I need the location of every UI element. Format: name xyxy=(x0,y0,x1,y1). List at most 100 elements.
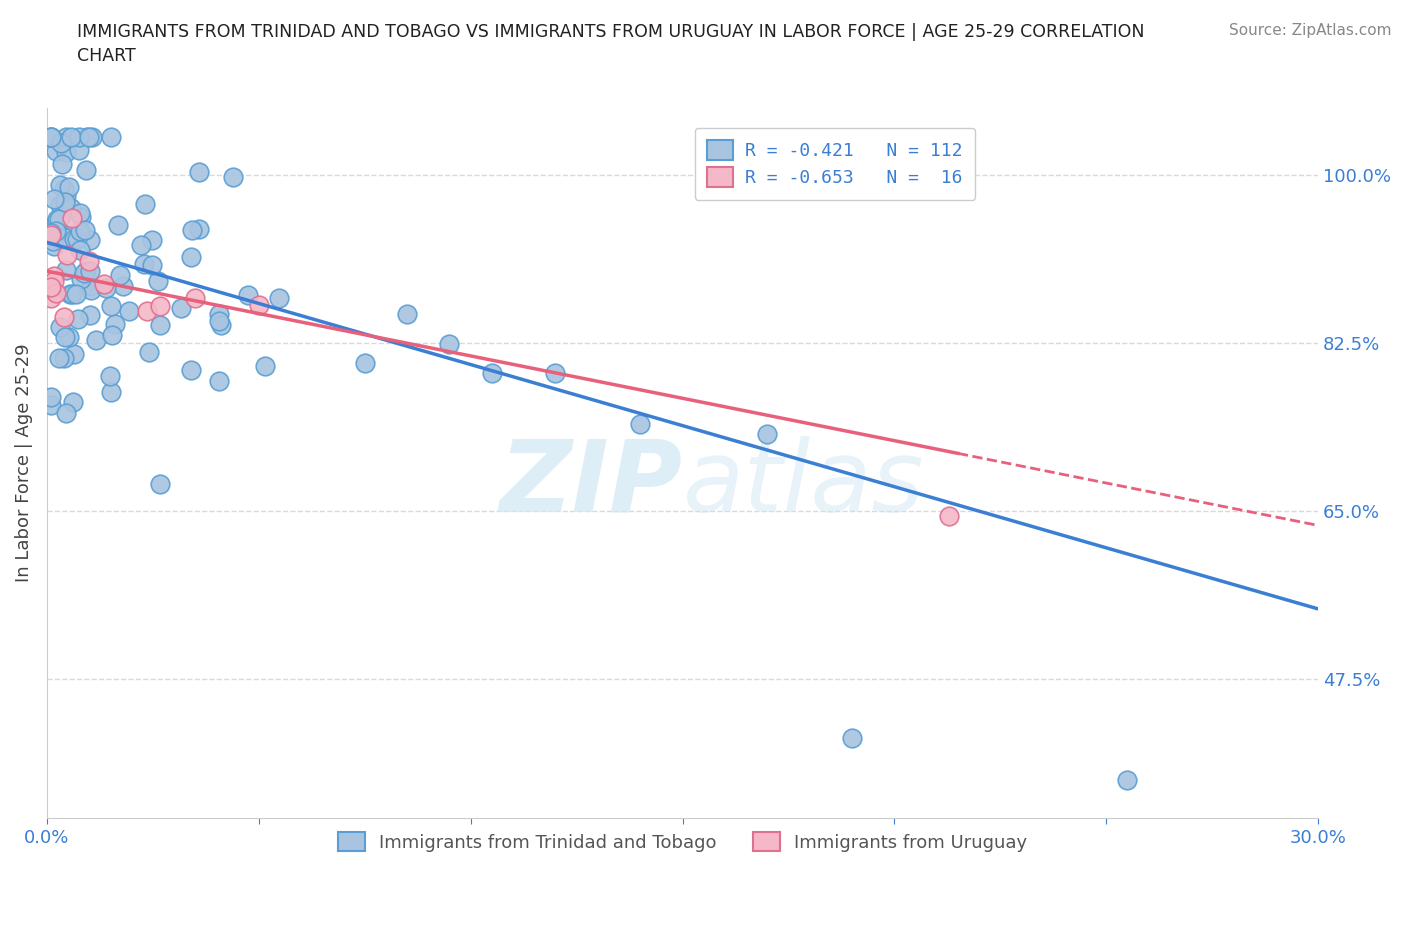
Point xyxy=(39,397,62,412)
Point xyxy=(1116,772,1139,787)
Point xyxy=(42,273,65,288)
Point xyxy=(39,129,62,144)
Point xyxy=(118,303,141,318)
Point xyxy=(238,287,260,302)
Point xyxy=(60,210,83,225)
Point xyxy=(134,197,156,212)
Point xyxy=(60,286,83,301)
Point xyxy=(45,224,67,239)
Point xyxy=(67,143,90,158)
Point xyxy=(77,254,100,269)
Point xyxy=(93,276,115,291)
Point xyxy=(841,731,863,746)
Point xyxy=(52,351,75,365)
Point xyxy=(209,317,232,332)
Point xyxy=(69,206,91,220)
Point xyxy=(49,198,72,213)
Point xyxy=(267,290,290,305)
Point xyxy=(62,228,84,243)
Point xyxy=(46,225,69,240)
Point xyxy=(39,282,62,297)
Point xyxy=(481,365,503,380)
Point xyxy=(148,273,170,288)
Point xyxy=(187,165,209,179)
Point xyxy=(75,162,97,177)
Legend: Immigrants from Trinidad and Tobago, Immigrants from Uruguay: Immigrants from Trinidad and Tobago, Imm… xyxy=(330,825,1035,858)
Point xyxy=(439,337,461,352)
Point xyxy=(39,291,62,306)
Point xyxy=(59,286,82,301)
Point xyxy=(45,143,67,158)
Point xyxy=(52,310,75,325)
Point xyxy=(100,299,122,313)
Point xyxy=(208,374,231,389)
Point xyxy=(110,268,132,283)
Point xyxy=(100,384,122,399)
Point xyxy=(48,211,70,226)
Point xyxy=(180,362,202,377)
Point xyxy=(353,355,375,370)
Point xyxy=(180,222,202,237)
Point xyxy=(104,316,127,331)
Text: atlas: atlas xyxy=(682,436,924,533)
Point xyxy=(131,237,153,252)
Point xyxy=(149,317,172,332)
Point xyxy=(63,346,86,361)
Point xyxy=(39,129,62,144)
Point xyxy=(39,280,62,295)
Point xyxy=(42,269,65,284)
Point xyxy=(58,179,80,194)
Point xyxy=(80,279,103,294)
Point xyxy=(136,303,159,318)
Point xyxy=(55,144,77,159)
Point xyxy=(49,320,72,335)
Point xyxy=(96,281,118,296)
Point xyxy=(39,228,62,243)
Point xyxy=(45,215,67,230)
Point xyxy=(53,330,76,345)
Point xyxy=(170,300,193,315)
Point xyxy=(628,417,651,432)
Point xyxy=(76,129,98,144)
Point xyxy=(184,290,207,305)
Text: IMMIGRANTS FROM TRINIDAD AND TOBAGO VS IMMIGRANTS FROM URUGUAY IN LABOR FORCE | : IMMIGRANTS FROM TRINIDAD AND TOBAGO VS I… xyxy=(77,23,1144,65)
Point xyxy=(42,234,65,249)
Point xyxy=(70,210,93,225)
Point xyxy=(188,221,211,236)
Point xyxy=(84,332,107,347)
Point xyxy=(396,307,419,322)
Point xyxy=(65,286,87,301)
Point xyxy=(69,224,91,239)
Point xyxy=(79,283,101,298)
Y-axis label: In Labor Force | Age 25-29: In Labor Force | Age 25-29 xyxy=(15,344,32,582)
Text: Source: ZipAtlas.com: Source: ZipAtlas.com xyxy=(1229,23,1392,38)
Point xyxy=(62,394,84,409)
Point xyxy=(39,129,62,144)
Point xyxy=(55,231,77,246)
Point xyxy=(48,350,70,365)
Point xyxy=(69,243,91,258)
Point xyxy=(111,279,134,294)
Point xyxy=(141,232,163,247)
Point xyxy=(544,365,567,380)
Point xyxy=(60,129,83,144)
Point xyxy=(207,307,229,322)
Point xyxy=(58,330,80,345)
Point xyxy=(79,308,101,323)
Point xyxy=(247,298,270,312)
Point xyxy=(49,208,72,223)
Point xyxy=(55,129,77,144)
Point xyxy=(73,223,96,238)
Point xyxy=(149,476,172,491)
Point xyxy=(107,218,129,232)
Point xyxy=(55,247,77,262)
Point xyxy=(49,136,72,151)
Point xyxy=(48,178,70,193)
Point xyxy=(55,188,77,203)
Point xyxy=(51,156,73,171)
Point xyxy=(82,129,104,144)
Point xyxy=(67,312,90,326)
Point xyxy=(39,390,62,405)
Point xyxy=(79,232,101,247)
Point xyxy=(62,232,84,246)
